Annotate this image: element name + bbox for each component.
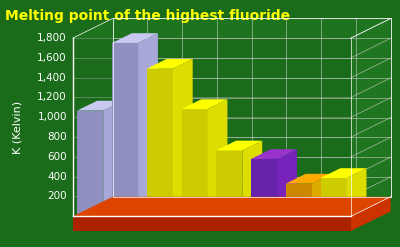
Text: 1,000: 1,000 <box>38 112 67 122</box>
Text: 800: 800 <box>47 132 67 142</box>
Polygon shape <box>73 197 391 216</box>
Polygon shape <box>320 168 366 178</box>
Text: Te: Te <box>257 220 271 230</box>
Polygon shape <box>173 59 193 216</box>
Polygon shape <box>351 19 391 216</box>
Polygon shape <box>251 159 277 216</box>
Polygon shape <box>112 33 158 43</box>
Text: www.webelements.com: www.webelements.com <box>165 220 330 233</box>
Text: K (Kelvin): K (Kelvin) <box>12 101 22 154</box>
Text: 600: 600 <box>47 152 67 162</box>
Polygon shape <box>147 59 193 69</box>
Polygon shape <box>242 141 262 216</box>
Polygon shape <box>182 109 208 216</box>
Polygon shape <box>320 178 346 216</box>
Polygon shape <box>112 43 138 216</box>
Text: Xe: Xe <box>326 220 341 230</box>
Text: Sb: Sb <box>221 220 237 230</box>
Polygon shape <box>147 69 173 216</box>
Text: 1,800: 1,800 <box>37 33 67 43</box>
Polygon shape <box>251 149 297 159</box>
Polygon shape <box>138 33 158 216</box>
Polygon shape <box>182 99 228 109</box>
Text: Sr: Sr <box>118 220 132 230</box>
Text: 1,600: 1,600 <box>37 53 67 63</box>
Polygon shape <box>208 99 228 216</box>
Text: 200: 200 <box>47 191 67 202</box>
Text: 1,200: 1,200 <box>37 92 67 103</box>
Polygon shape <box>216 141 262 150</box>
Text: 400: 400 <box>47 172 67 182</box>
Text: I: I <box>297 220 301 230</box>
Polygon shape <box>77 101 123 110</box>
Text: Melting point of the highest fluoride: Melting point of the highest fluoride <box>5 9 290 23</box>
Polygon shape <box>103 101 123 216</box>
Polygon shape <box>73 19 391 38</box>
Polygon shape <box>77 110 103 216</box>
Polygon shape <box>286 184 312 216</box>
Text: In: In <box>154 220 166 230</box>
Text: Rb: Rb <box>82 220 98 230</box>
Polygon shape <box>73 216 351 231</box>
Polygon shape <box>351 197 391 231</box>
Polygon shape <box>346 168 366 216</box>
Polygon shape <box>216 150 242 216</box>
Polygon shape <box>277 149 297 216</box>
Polygon shape <box>286 174 332 184</box>
Text: 1,400: 1,400 <box>37 73 67 83</box>
Polygon shape <box>312 174 332 216</box>
Text: Sn: Sn <box>187 220 202 230</box>
